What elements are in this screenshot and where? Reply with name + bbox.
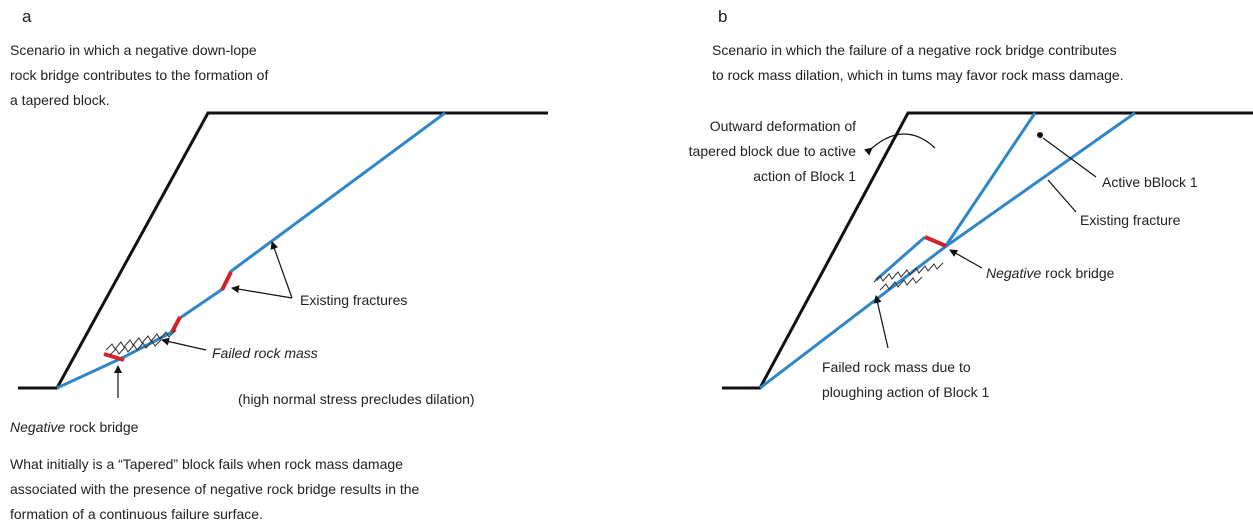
curved-arrow bbox=[864, 133, 936, 156]
annotation: Existing fractures bbox=[300, 292, 407, 308]
leader bbox=[270, 241, 293, 299]
annotation: Existing fracture bbox=[1080, 212, 1181, 228]
leader bbox=[231, 285, 293, 299]
panel-a: a Scenario in which a negative down-lope… bbox=[10, 7, 548, 522]
rock-bridge bbox=[220, 271, 233, 291]
description: a tapered block. bbox=[10, 92, 110, 108]
annotation: Failed rock mass bbox=[212, 345, 318, 361]
caption: associated with the presence of negative… bbox=[10, 481, 420, 497]
panel-b: b Scenario in which the failure of a neg… bbox=[689, 7, 1253, 400]
description: Scenario in which a negative down-lope bbox=[10, 42, 257, 58]
panel-label: b bbox=[718, 7, 727, 26]
block-marker bbox=[1037, 132, 1043, 138]
fracture bbox=[943, 112, 1037, 248]
failed-rock-mass bbox=[873, 262, 944, 291]
fracture bbox=[56, 356, 123, 390]
annotation: Negative rock bridge bbox=[10, 419, 139, 435]
leader bbox=[1047, 179, 1077, 213]
annotation: Negative rock bridge bbox=[986, 265, 1115, 281]
fracture bbox=[229, 111, 446, 274]
caption: formation of a continuous failure surfac… bbox=[10, 506, 263, 522]
leader bbox=[949, 249, 983, 269]
slope bbox=[18, 111, 548, 390]
description: Scenario in which the failure of a negat… bbox=[712, 42, 1117, 58]
leader bbox=[873, 295, 889, 349]
annotation: Outward deformation of bbox=[710, 118, 856, 134]
rock-bridge bbox=[924, 235, 947, 248]
fracture bbox=[179, 286, 225, 320]
rock-bridge bbox=[170, 316, 182, 333]
slope bbox=[722, 111, 1253, 390]
description: to rock mass dilation, which in tums may… bbox=[712, 67, 1124, 83]
annotation: (high normal stress precludes dilation) bbox=[238, 391, 475, 407]
failed-rock-mass bbox=[105, 330, 176, 356]
description: rock bridge contributes to the formation… bbox=[10, 67, 268, 83]
leader bbox=[161, 337, 207, 351]
caption: What initially is a “Tapered” block fail… bbox=[10, 456, 403, 472]
fracture bbox=[875, 235, 926, 282]
annotation: action of Block 1 bbox=[753, 168, 856, 184]
annotation: tapered block due to active bbox=[689, 143, 857, 159]
leader bbox=[1042, 137, 1097, 178]
annotation: Active bBlock 1 bbox=[1102, 174, 1198, 190]
annotation: ploughing action of Block 1 bbox=[822, 384, 990, 400]
rock-bridge bbox=[103, 352, 125, 362]
panel-label: a bbox=[22, 7, 32, 26]
annotation: Failed rock mass due to bbox=[822, 359, 971, 375]
